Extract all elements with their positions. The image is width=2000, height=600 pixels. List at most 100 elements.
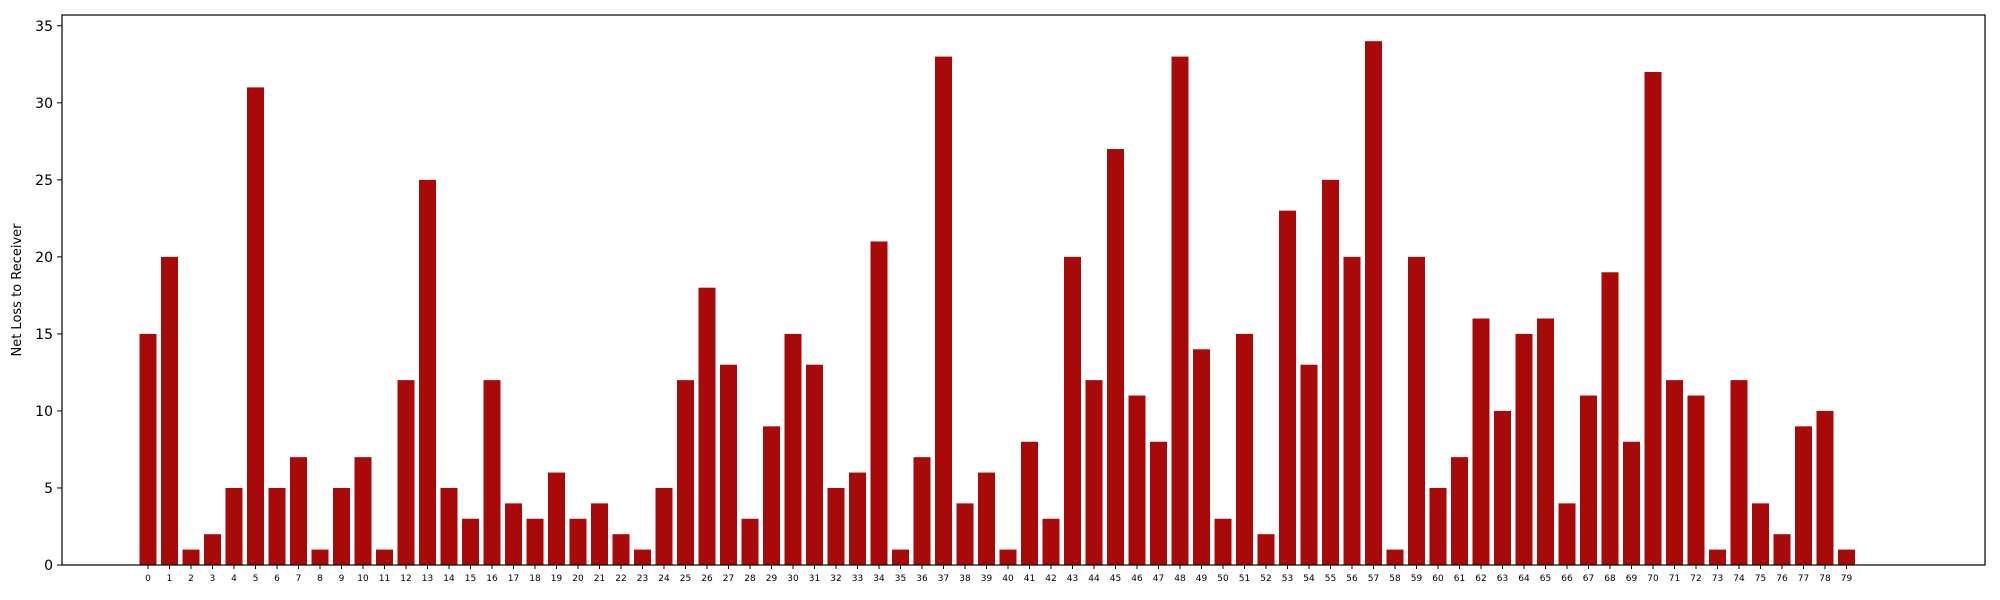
x-tick-label: 58 (1389, 574, 1401, 584)
y-tick-label: 20 (35, 250, 53, 266)
x-tick-label: 75 (1755, 574, 1766, 584)
bar-22 (612, 534, 630, 565)
x-tick-label: 11 (379, 574, 390, 584)
bar-63 (1494, 410, 1511, 565)
bar-0 (139, 333, 157, 565)
bar-41 (1021, 441, 1038, 565)
bar-43 (1064, 256, 1081, 565)
x-tick-label: 13 (422, 574, 433, 584)
bar-46 (1128, 395, 1146, 565)
bar-62 (1472, 318, 1490, 565)
y-tick-label: 35 (35, 19, 53, 35)
plot-frame (61, 14, 1986, 566)
bar-66 (1558, 503, 1576, 565)
bar-3 (204, 534, 221, 565)
x-tick-label: 21 (594, 574, 605, 584)
x-tick-label: 66 (1561, 574, 1573, 584)
x-tick-label: 27 (723, 574, 734, 584)
x-tick-label: 2 (188, 574, 194, 584)
y-tick-label: 10 (35, 404, 53, 420)
bar-78 (1816, 410, 1834, 565)
bars-group (139, 41, 1855, 565)
bar-36 (913, 457, 931, 565)
bar-4 (225, 487, 243, 565)
y-tick-label: 25 (35, 173, 53, 189)
x-tick-label: 37 (938, 574, 949, 584)
x-tick-label: 19 (551, 574, 563, 584)
x-tick-label: 14 (443, 574, 455, 584)
bar-19 (548, 472, 565, 565)
bar-52 (1257, 534, 1275, 565)
bar-15 (462, 518, 479, 565)
x-tick-label: 64 (1518, 574, 1530, 584)
bar-17 (505, 503, 522, 565)
x-tick-label: 70 (1647, 574, 1659, 584)
bar-54 (1300, 364, 1318, 565)
x-tick-label: 24 (658, 574, 670, 584)
x-tick-label: 31 (809, 574, 820, 584)
x-tick-label: 43 (1067, 574, 1078, 584)
bar-26 (698, 287, 716, 565)
bar-47 (1150, 441, 1167, 565)
x-tick-label: 33 (852, 574, 863, 584)
y-axis-label: Net Loss to Receiver (10, 223, 25, 357)
bar-77 (1795, 426, 1812, 565)
bar-69 (1623, 441, 1640, 565)
x-tick-label: 76 (1776, 574, 1788, 584)
x-tick-label: 63 (1497, 574, 1508, 584)
x-tick-label: 26 (701, 574, 713, 584)
bar-35 (892, 549, 909, 565)
x-tick-label: 39 (981, 574, 993, 584)
bar-23 (634, 549, 651, 565)
x-tick-label: 22 (615, 574, 626, 584)
bar-49 (1193, 349, 1210, 565)
bar-31 (806, 364, 823, 565)
bar-45 (1107, 149, 1124, 565)
x-tick-label: 61 (1454, 574, 1465, 584)
bar-53 (1279, 210, 1296, 565)
bar-33 (849, 472, 866, 565)
bar-72 (1687, 395, 1705, 565)
x-tick-label: 65 (1540, 574, 1551, 584)
x-tick-label: 5 (253, 574, 259, 584)
bar-38 (956, 503, 974, 565)
bar-58 (1386, 549, 1404, 565)
bar-14 (440, 487, 458, 565)
x-tick-label: 69 (1626, 574, 1638, 584)
bar-60 (1429, 487, 1447, 565)
bar-30 (784, 333, 802, 565)
x-tick-label: 23 (637, 574, 648, 584)
x-tick-label: 41 (1024, 574, 1035, 584)
bar-29 (763, 426, 780, 565)
bar-75 (1752, 503, 1769, 565)
x-tick-label: 9 (339, 574, 345, 584)
bar-8 (311, 549, 329, 565)
bar-13 (419, 179, 436, 565)
x-tick-label: 25 (680, 574, 691, 584)
x-tick-label: 56 (1346, 574, 1358, 584)
bar-51 (1236, 333, 1253, 565)
bar-7 (290, 457, 307, 565)
x-tick-label: 12 (400, 574, 411, 584)
x-tick-label: 53 (1282, 574, 1293, 584)
x-tick-label: 42 (1045, 574, 1056, 584)
x-tick-label: 3 (210, 574, 216, 584)
x-tick-label: 51 (1239, 574, 1250, 584)
x-tick-label: 4 (231, 574, 237, 584)
x-tick-label: 77 (1798, 574, 1809, 584)
bar-65 (1537, 318, 1554, 565)
bar-57 (1365, 41, 1382, 565)
bar-27 (720, 364, 737, 565)
bar-21 (591, 503, 608, 565)
bar-68 (1601, 272, 1619, 565)
x-tick-label: 71 (1669, 574, 1680, 584)
x-tick-label: 79 (1841, 574, 1853, 584)
bar-74 (1730, 380, 1748, 565)
x-tick-label: 16 (486, 574, 498, 584)
bar-28 (741, 518, 759, 565)
bar-2 (182, 549, 200, 565)
y-axis: 0 5 10 15 20 25 30 35 (35, 19, 62, 574)
x-tick-label: 1 (167, 574, 173, 584)
bar-67 (1580, 395, 1597, 565)
